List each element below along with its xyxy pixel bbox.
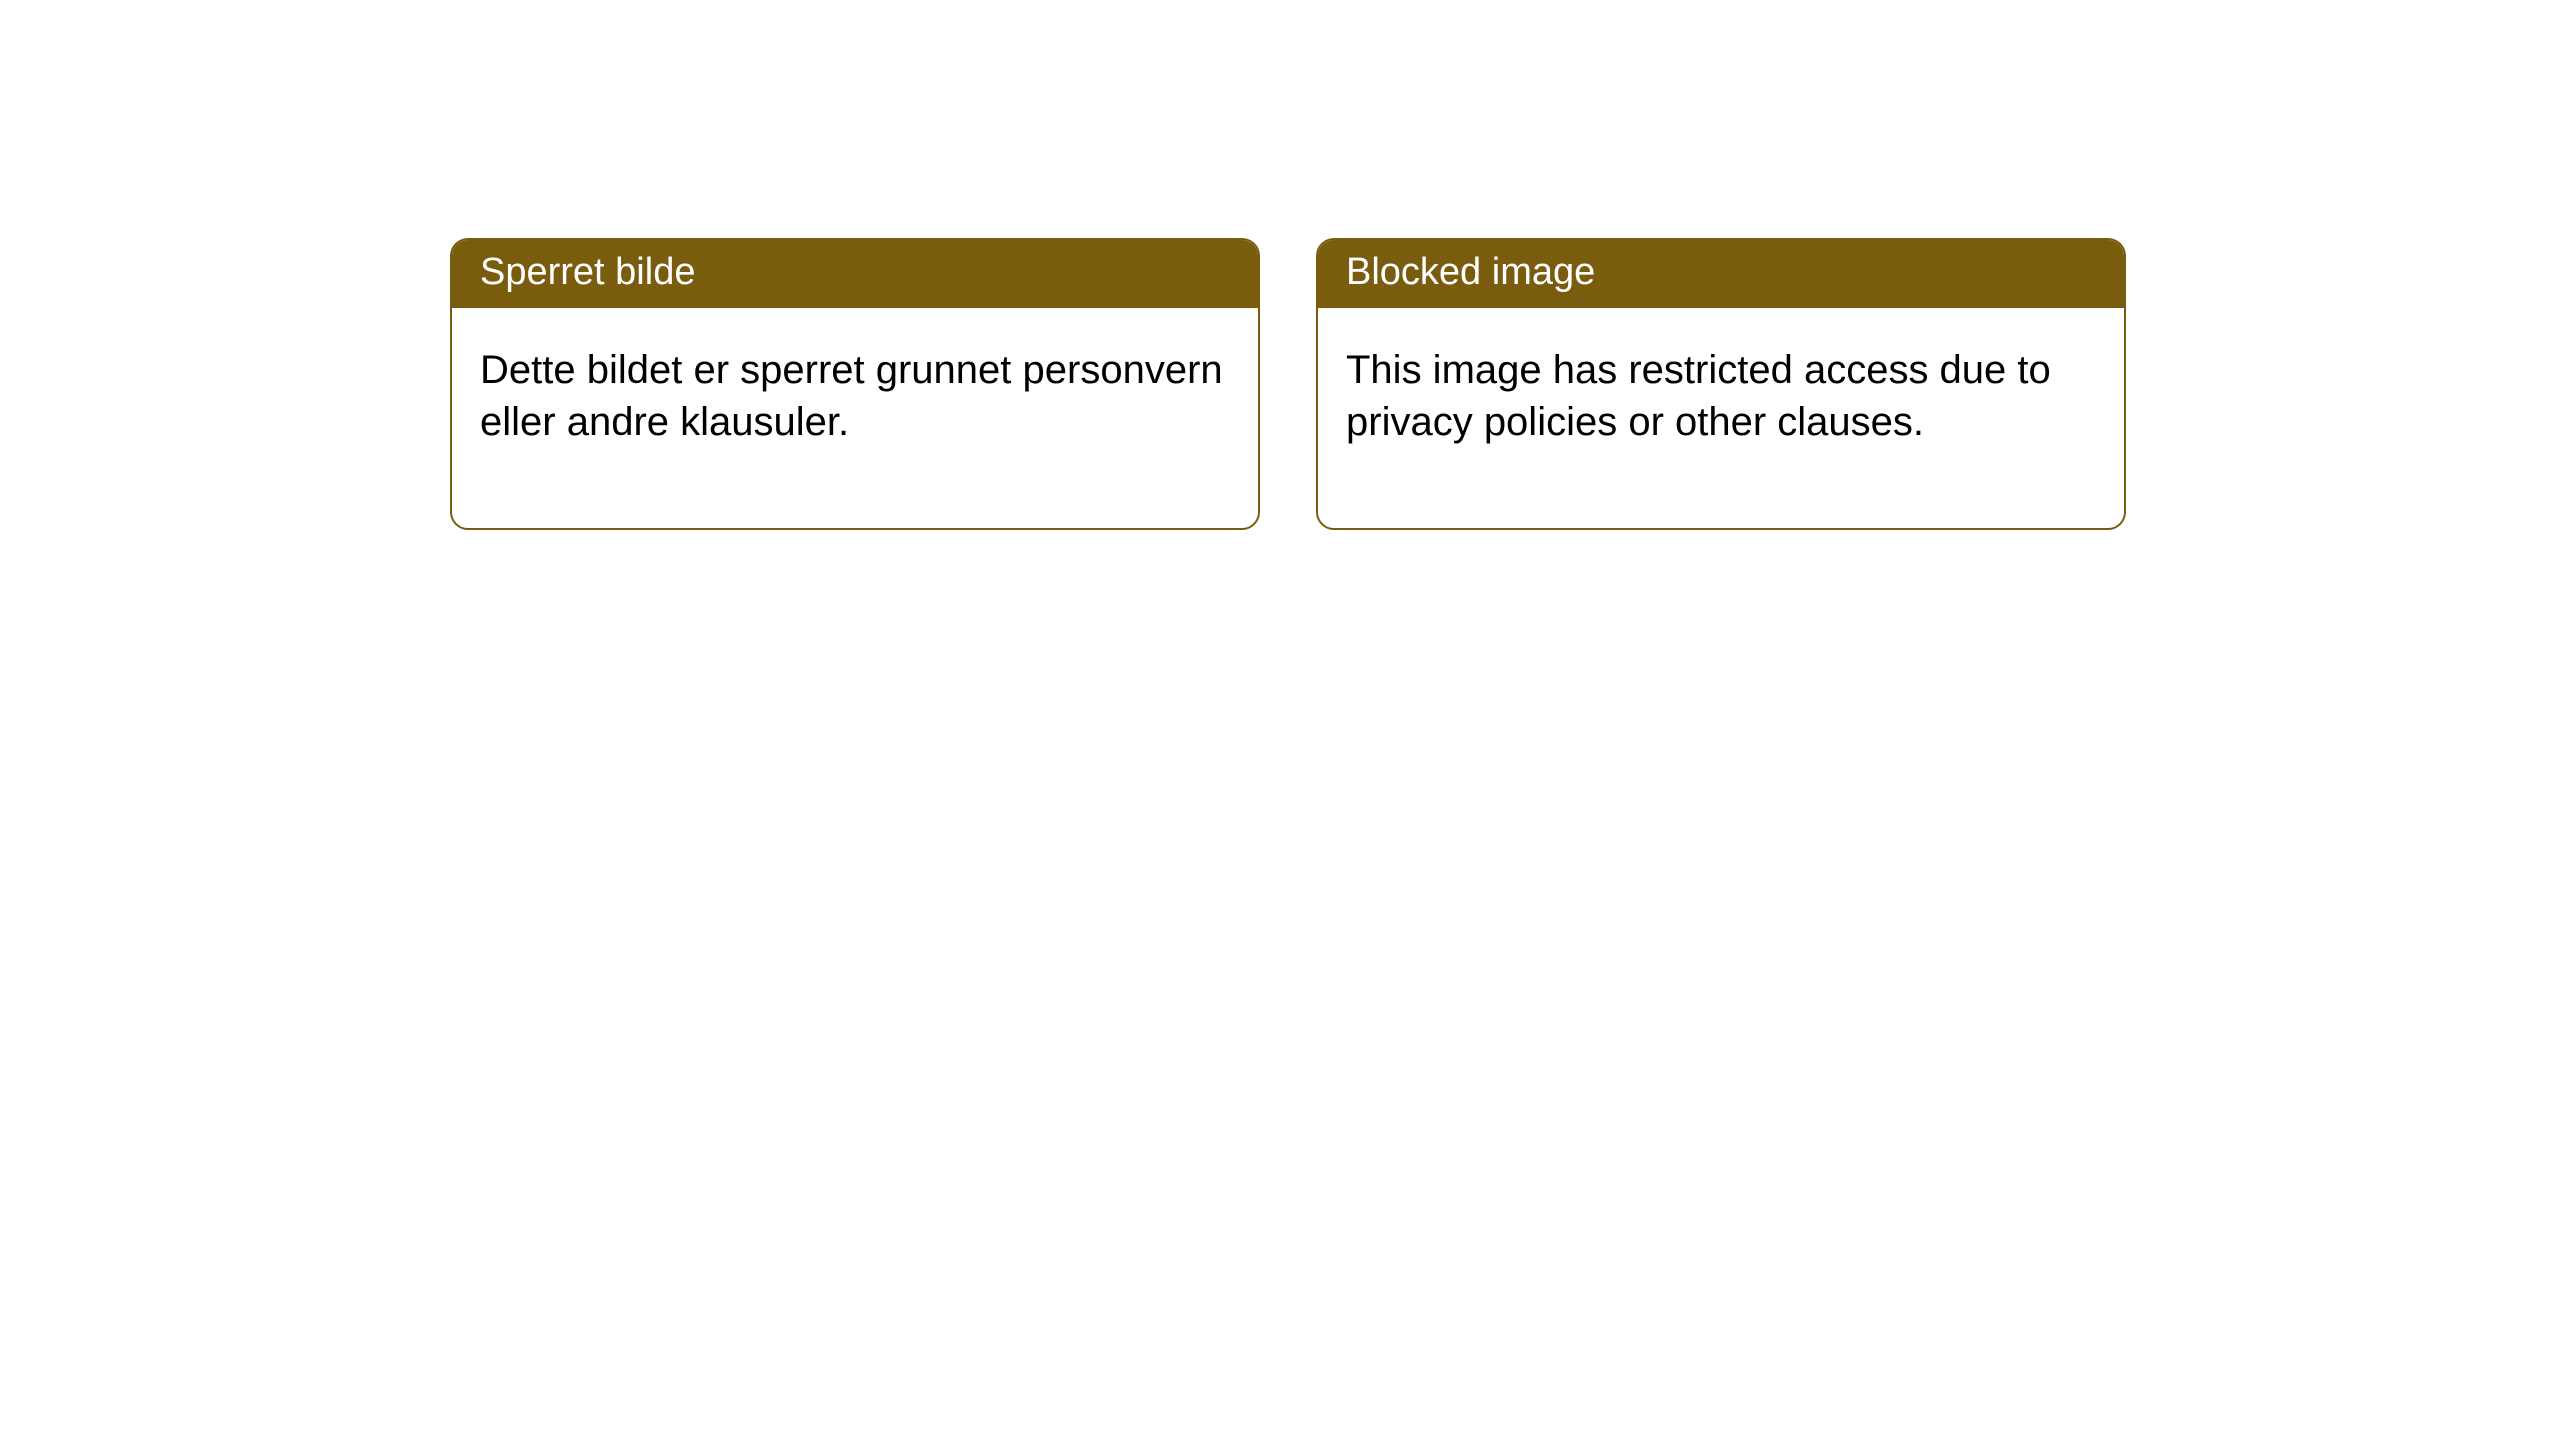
notice-body: Dette bildet er sperret grunnet personve… bbox=[452, 308, 1258, 528]
notice-container: Sperret bilde Dette bildet er sperret gr… bbox=[0, 0, 2560, 530]
notice-header: Blocked image bbox=[1318, 240, 2124, 308]
notice-card-english: Blocked image This image has restricted … bbox=[1316, 238, 2126, 530]
notice-card-norwegian: Sperret bilde Dette bildet er sperret gr… bbox=[450, 238, 1260, 530]
notice-header: Sperret bilde bbox=[452, 240, 1258, 308]
notice-body: This image has restricted access due to … bbox=[1318, 308, 2124, 528]
